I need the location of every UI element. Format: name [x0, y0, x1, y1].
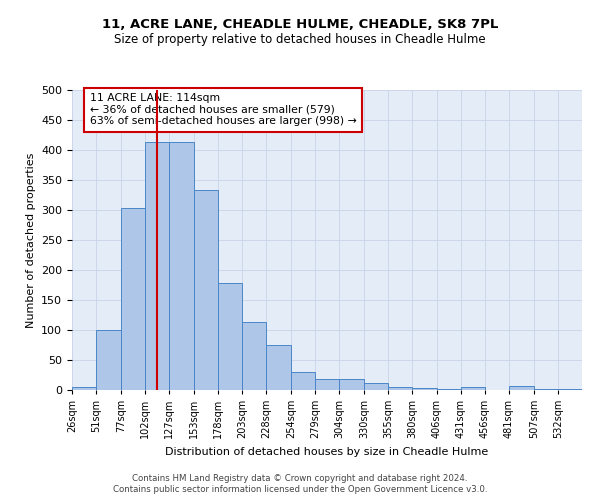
Bar — [437, 389, 461, 390]
Bar — [121, 208, 145, 390]
Bar — [145, 142, 169, 390]
Bar — [242, 322, 266, 390]
Bar — [72, 387, 96, 390]
Bar — [388, 387, 412, 390]
Bar — [315, 379, 339, 390]
Bar — [96, 330, 121, 390]
Bar — [412, 388, 437, 390]
Text: Contains HM Land Registry data © Crown copyright and database right 2024.
Contai: Contains HM Land Registry data © Crown c… — [113, 474, 487, 494]
Text: 11, ACRE LANE, CHEADLE HULME, CHEADLE, SK8 7PL: 11, ACRE LANE, CHEADLE HULME, CHEADLE, S… — [102, 18, 498, 30]
Bar — [194, 190, 218, 390]
Bar — [266, 345, 291, 390]
Bar — [509, 386, 534, 390]
Bar — [339, 379, 364, 390]
Bar — [364, 383, 388, 390]
Bar — [534, 389, 558, 390]
Bar — [291, 372, 315, 390]
Bar — [461, 387, 485, 390]
Bar — [169, 142, 194, 390]
Y-axis label: Number of detached properties: Number of detached properties — [26, 152, 35, 328]
Bar — [218, 283, 242, 390]
Text: Size of property relative to detached houses in Cheadle Hulme: Size of property relative to detached ho… — [114, 32, 486, 46]
X-axis label: Distribution of detached houses by size in Cheadle Hulme: Distribution of detached houses by size … — [166, 446, 488, 456]
Text: 11 ACRE LANE: 114sqm
← 36% of detached houses are smaller (579)
63% of semi-deta: 11 ACRE LANE: 114sqm ← 36% of detached h… — [90, 93, 356, 126]
